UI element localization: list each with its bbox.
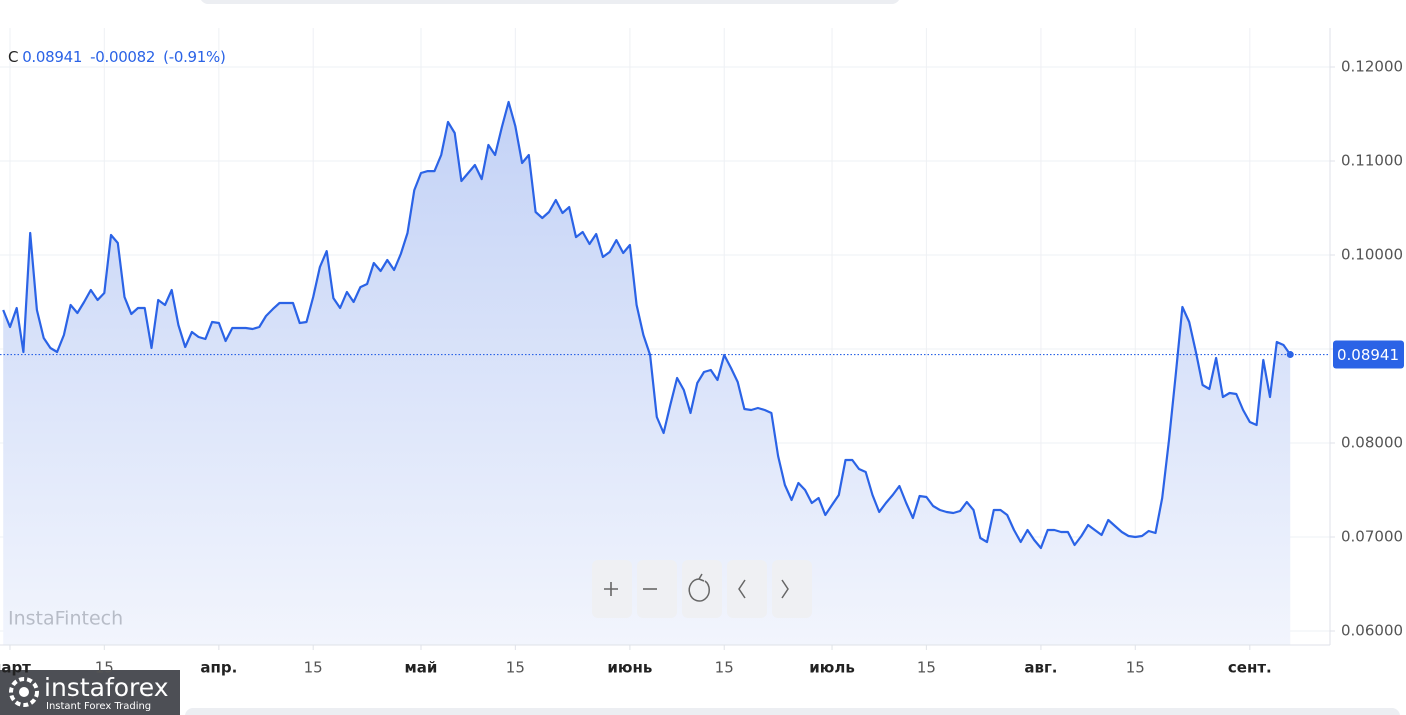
logo-icon [9,677,39,707]
watermark: InstaFintech [8,608,123,630]
x-tick-label: 15 [304,659,323,677]
y-tick-label: 0.12000 [1341,58,1403,76]
plus-icon [604,582,618,596]
logo-background [0,670,180,715]
y-tick-label: 0.08000 [1341,433,1403,451]
x-tick-label: сент. [1228,659,1272,677]
price-tag [1333,340,1404,369]
zoom-controls[interactable] [592,560,812,618]
legend-close: 0.08941 [22,48,83,66]
legend-change-pct: (-0.91%) [163,48,226,66]
x-tick-label: 15 [715,659,734,677]
y-tick-label: 0.06000 [1341,621,1403,639]
bottom-bar [185,708,1400,715]
x-tick-label: авг. [1024,659,1057,677]
x-tick-label: март [0,659,31,677]
y-tick-label: 0.07000 [1341,527,1403,545]
legend-change: -0.00082 [90,48,156,66]
left-icon [738,579,746,599]
plot [0,100,1330,645]
x-tick-label: май [405,659,438,677]
x-tick-label: 15 [917,659,936,677]
y-tick-label: 0.11000 [1341,152,1403,170]
price-tag-label: 0.08941 [1337,346,1399,364]
top-bar [201,0,899,4]
scroll-right-button[interactable] [772,560,812,618]
scroll-left-button[interactable] [727,560,767,618]
last-point [1286,351,1294,359]
logo-text: instaforex [44,673,169,702]
x-tick-label: 15 [1126,659,1145,677]
reset-button[interactable] [682,560,722,618]
y-tick-label: 0.10000 [1341,246,1403,264]
x-tick-label: июнь [607,659,652,677]
legend: C 0.08941 -0.00082 (-0.91%) [8,48,226,66]
logo-tagline: Instant Forex Trading [46,701,151,712]
x-tick-label: 15 [506,659,525,677]
logo: instaforex Instant Forex Trading [0,670,180,715]
right-icon [781,579,789,599]
reset-icon [688,573,710,602]
line [2,100,1292,550]
legend-label: C [8,48,19,66]
x-tick-label: апр. [200,659,237,677]
x-tick-label: 15 [95,659,114,677]
x-tick-label: июль [809,659,855,677]
area [3,102,1291,645]
logo-icon-core [19,687,29,697]
